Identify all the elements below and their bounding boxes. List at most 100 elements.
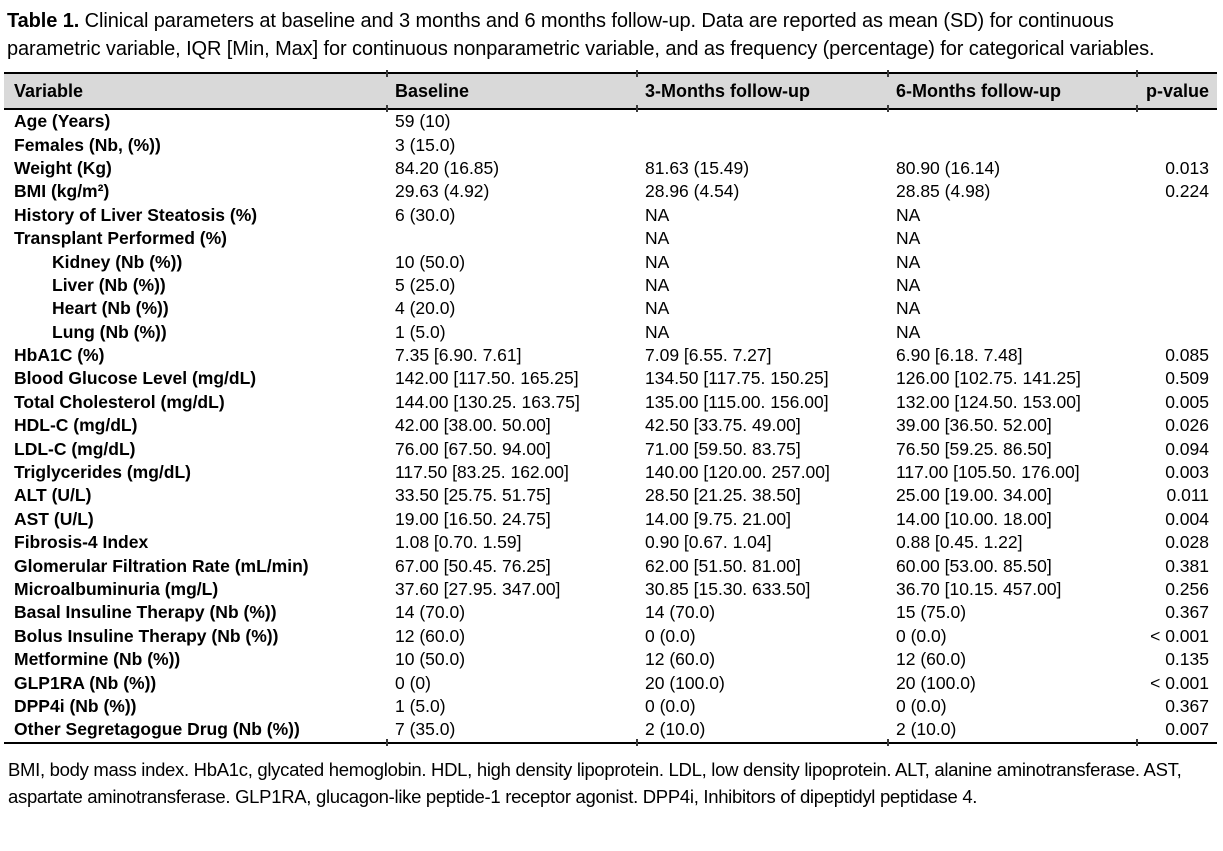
cell-variable: Females (Nb, (%)) xyxy=(14,134,161,155)
table-row: DPP4i (Nb (%)) 1 (5.0) 0 (0.0) 0 (0.0) 0.367 xyxy=(4,695,1217,718)
cell-value: 144.00 [130.25. 163.75] xyxy=(395,391,580,412)
cell-value: 5 (25.0) xyxy=(395,274,456,295)
table-row: Metformine (Nb (%)) 10 (50.0) 12 (60.0) 12 … xyxy=(4,648,1217,671)
cell-pvalue xyxy=(1137,204,1217,227)
cell-variable: Glomerular Filtration Rate (mL/min) xyxy=(14,555,309,576)
cell-value: 12 (60.0) xyxy=(395,625,466,646)
column-header: Baseline xyxy=(387,73,637,110)
cell-pvalue: 0.381 xyxy=(1165,555,1209,576)
cell-variable: DPP4i (Nb (%)) xyxy=(14,695,137,716)
cell-value: 126.00 [102.75. 141.25] xyxy=(896,368,1081,389)
column-divider-tick xyxy=(636,70,638,77)
cell-value: 14.00 [9.75. 21.00] xyxy=(645,508,791,529)
cell-value: NA xyxy=(896,298,921,319)
cell-variable: HbA1C (%) xyxy=(14,345,105,366)
table-row: LDL-C (mg/dL) 76.00 [67.50. 94.00] 71.00 [… xyxy=(4,437,1217,460)
cell-pvalue: 0.011 xyxy=(1166,485,1210,506)
cell-variable: Bolus Insuline Therapy (Nb (%)) xyxy=(14,625,279,646)
cell-variable: Kidney (Nb (%)) xyxy=(52,251,183,272)
table-row: Glomerular Filtration Rate (mL/min) 67.00… xyxy=(4,554,1217,577)
cell-variable: Weight (Kg) xyxy=(14,157,112,178)
table-row: GLP1RA (Nb (%)) 0 (0) 20 (100.0) 20 (100.0)… xyxy=(4,671,1217,694)
cell-variable: Transplant Performed (%) xyxy=(14,228,227,249)
cell-pvalue: 0.094 xyxy=(1165,438,1209,459)
cell-value: 14 (70.0) xyxy=(645,602,716,623)
cell-value: 0 (0) xyxy=(395,672,431,693)
cell-value: NA xyxy=(645,251,670,272)
table-body: Age (Years) 59 (10) Females (Nb, (%)) 3 (15… xyxy=(4,109,1217,743)
column-header: Variable xyxy=(4,73,387,110)
column-divider-tick xyxy=(887,739,889,746)
cell-pvalue: 0.028 xyxy=(1165,532,1209,553)
cell-pvalue: 0.367 xyxy=(1165,695,1209,716)
cell-variable: Fibrosis-4 Index xyxy=(14,532,149,553)
cell-value: 39.00 [36.50. 52.00] xyxy=(896,415,1052,436)
cell-value: 20 (100.0) xyxy=(645,672,725,693)
cell-value: 42.50 [33.75. 49.00] xyxy=(645,415,801,436)
cell-value: 7 (35.0) xyxy=(395,719,456,740)
cell-value: 20 (100.0) xyxy=(896,672,976,693)
cell-value: 36.70 [10.15. 457.00] xyxy=(896,579,1062,599)
cell-value: 6.90 [6.18. 7.48] xyxy=(896,345,1023,366)
table-row: Lung (Nb (%)) 1 (5.0) NA NA xyxy=(4,321,1217,344)
table-row: Blood Glucose Level (mg/dL) 142.00 [117.5… xyxy=(4,367,1217,390)
table-row: Transplant Performed (%) NA NA xyxy=(4,227,1217,250)
column-divider-tick xyxy=(1136,105,1138,112)
cell-value: 117.00 [105.50. 176.00] xyxy=(896,462,1080,483)
cell-value: 2 (10.0) xyxy=(645,719,706,740)
cell-value xyxy=(387,227,637,250)
table-row: Females (Nb, (%)) 3 (15.0) xyxy=(4,133,1217,156)
cell-pvalue: < 0.001 xyxy=(1150,625,1209,646)
cell-value: 42.00 [38.00. 50.00] xyxy=(395,415,551,436)
table-row: Bolus Insuline Therapy (Nb (%)) 12 (60.0)… xyxy=(4,625,1217,648)
cell-value: 4 (20.0) xyxy=(395,298,456,319)
column-divider-tick xyxy=(636,105,638,112)
cell-variable: Age (Years) xyxy=(14,111,111,132)
table-row: Other Segretagogue Drug (Nb (%)) 7 (35.0)… xyxy=(4,718,1217,742)
cell-pvalue: < 0.001 xyxy=(1150,672,1209,693)
cell-value: 60.00 [53.00. 85.50] xyxy=(896,555,1052,576)
cell-pvalue xyxy=(1137,321,1217,344)
table-caption: Table 1. Clinical parameters at baseline… xyxy=(7,7,1212,63)
cell-value xyxy=(637,133,888,156)
cell-value: 29.63 (4.92) xyxy=(395,181,490,202)
table-row: AST (U/L) 19.00 [16.50. 24.75] 14.00 [9.75… xyxy=(4,508,1217,531)
column-header: p-value xyxy=(1137,73,1217,110)
cell-value: 30.85 [15.30. 633.50] xyxy=(645,579,811,599)
table-row: Triglycerides (mg/dL) 117.50 [83.25. 162.… xyxy=(4,461,1217,484)
cell-variable: Triglycerides (mg/dL) xyxy=(14,462,191,483)
cell-value: 6 (30.0) xyxy=(395,204,456,225)
cell-variable: HDL-C (mg/dL) xyxy=(14,415,138,436)
cell-pvalue xyxy=(1137,133,1217,156)
column-divider-tick xyxy=(386,105,388,112)
cell-value: NA xyxy=(645,204,670,225)
cell-value xyxy=(888,109,1137,133)
cell-variable: Total Cholesterol (mg/dL) xyxy=(14,391,225,412)
cell-pvalue: 0.007 xyxy=(1165,719,1209,740)
cell-value: 37.60 [27.95. 347.00] xyxy=(395,579,561,599)
cell-value: 1 (5.0) xyxy=(395,695,446,716)
cell-value: 28.96 (4.54) xyxy=(645,181,740,202)
cell-value: NA xyxy=(645,274,670,295)
cell-variable: AST (U/L) xyxy=(14,508,94,529)
cell-value: 1.08 [0.70. 1.59] xyxy=(395,532,522,553)
column-divider-tick xyxy=(1136,739,1138,746)
cell-value: NA xyxy=(896,274,921,295)
cell-value: 1 (5.0) xyxy=(395,321,446,342)
cell-pvalue xyxy=(1137,250,1217,273)
column-divider-tick xyxy=(887,70,889,77)
cell-variable: Other Segretagogue Drug (Nb (%)) xyxy=(14,719,300,740)
cell-value: 0 (0.0) xyxy=(645,625,696,646)
cell-variable: LDL-C (mg/dL) xyxy=(14,438,136,459)
cell-value xyxy=(888,133,1137,156)
cell-variable: Basal Insuline Therapy (Nb (%)) xyxy=(14,602,277,623)
cell-value: 140.00 [120.00. 257.00] xyxy=(645,462,830,483)
table-row: Age (Years) 59 (10) xyxy=(4,109,1217,133)
cell-value: 76.50 [59.25. 86.50] xyxy=(896,438,1052,459)
cell-value: 25.00 [19.00. 34.00] xyxy=(896,485,1052,506)
table-row: Weight (Kg) 84.20 (16.85) 81.63 (15.49) 80.… xyxy=(4,157,1217,180)
cell-value xyxy=(637,109,888,133)
cell-value: 7.09 [6.55. 7.27] xyxy=(645,345,772,366)
cell-value: 59 (10) xyxy=(395,111,451,132)
table-row: BMI (kg/m²) 29.63 (4.92) 28.96 (4.54) 28.85… xyxy=(4,180,1217,203)
